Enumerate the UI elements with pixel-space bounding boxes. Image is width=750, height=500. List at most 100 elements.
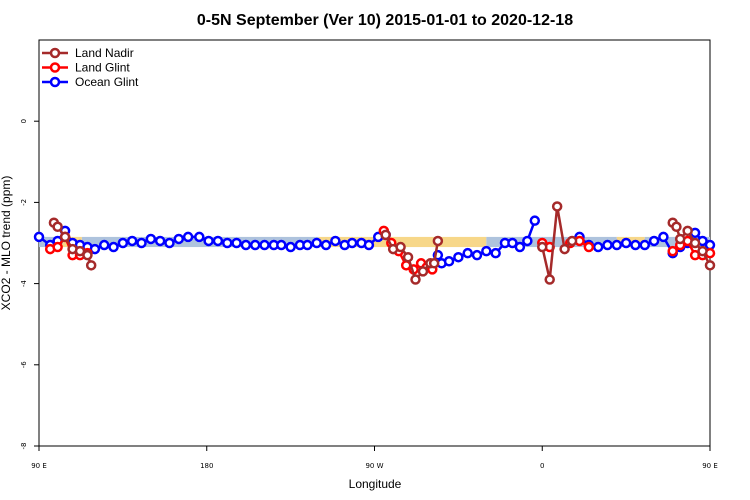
y-axis: 0 -2 -4 -6 -8 [20, 119, 39, 450]
data-point [52, 241, 63, 253]
data-point [630, 239, 641, 251]
series-layer [33, 201, 716, 285]
data-point [507, 237, 518, 249]
data-point [667, 245, 678, 257]
data-point [462, 247, 473, 259]
data-point [136, 237, 147, 249]
data-point [52, 221, 63, 233]
x-tick-label: 90 E [31, 462, 47, 470]
data-point [566, 235, 578, 247]
data-point [648, 235, 660, 247]
data-point [697, 245, 708, 257]
data-point [537, 241, 548, 253]
data-point [85, 260, 97, 271]
y-tick-label: -6 [20, 361, 28, 369]
data-point [443, 256, 455, 267]
legend-item: Land Glint [42, 61, 130, 75]
data-point [231, 237, 242, 249]
value-band [318, 236, 487, 248]
data-point [74, 245, 86, 257]
data-point [658, 231, 669, 243]
x-axis: 90 E 180 90 W 0 90 E [31, 446, 718, 470]
legend-swatch-marker [49, 47, 61, 59]
data-point [639, 239, 651, 251]
data-point [259, 239, 270, 251]
data-point [471, 249, 483, 261]
data-point [544, 274, 555, 285]
y-tick-label: -4 [20, 280, 28, 288]
data-point [583, 241, 595, 253]
series-land-glint [44, 225, 716, 275]
x-tick-label: 180 [200, 462, 213, 470]
data-point [620, 237, 632, 249]
data-point [126, 235, 138, 247]
data-point [428, 258, 440, 269]
data-point [346, 237, 358, 249]
legend-swatch-marker [49, 76, 61, 88]
data-point [249, 239, 261, 251]
data-point [222, 237, 233, 249]
data-point [363, 239, 375, 251]
data-point [212, 235, 224, 247]
data-point [33, 231, 45, 243]
data-point [108, 241, 119, 253]
data-point [311, 237, 322, 249]
data-point [117, 237, 129, 249]
data-point [417, 266, 429, 277]
data-point [514, 241, 526, 253]
data-point [194, 231, 205, 243]
data-point [674, 233, 686, 245]
legend-label: Ocean Glint [75, 75, 139, 89]
data-point [682, 225, 693, 237]
data-point [671, 221, 682, 233]
data-point [59, 231, 71, 243]
data-point [402, 251, 414, 263]
data-point [380, 229, 391, 241]
data-point [145, 233, 157, 245]
data-point [98, 239, 110, 251]
data-point [410, 274, 421, 285]
legend-item: Land Nadir [42, 46, 134, 60]
y-tick-label: -8 [20, 443, 28, 450]
data-point [592, 241, 604, 253]
data-point [203, 235, 214, 247]
data-point [276, 239, 287, 251]
data-point [453, 251, 464, 263]
legend-label: Land Nadir [75, 46, 134, 60]
data-point [154, 235, 166, 247]
data-point [164, 237, 175, 249]
data-point [302, 239, 313, 251]
data-point [432, 235, 444, 247]
data-point [330, 235, 341, 247]
legend-item: Ocean Glint [42, 75, 139, 89]
chart-title: 0-5N September (Ver 10) 2015-01-01 to 20… [197, 12, 573, 29]
series-land-nadir [48, 201, 716, 285]
data-point [481, 245, 492, 257]
data-point [551, 201, 563, 212]
y-tick-label: -2 [20, 199, 28, 206]
data-point [395, 241, 406, 253]
data-point [490, 247, 501, 259]
data-point [559, 243, 570, 255]
data-point [240, 239, 252, 251]
y-tick-label: 0 [20, 119, 28, 123]
data-point [704, 260, 716, 271]
x-tick-label: 90 W [365, 462, 383, 470]
data-point [285, 241, 296, 253]
y-axis-label: XCO2 - MLO trend (ppm) [0, 176, 13, 311]
data-point [320, 239, 332, 251]
data-point [689, 237, 701, 249]
data-point [173, 233, 185, 245]
data-point [529, 215, 541, 226]
data-point [704, 239, 716, 251]
data-point [82, 249, 93, 261]
data-point [522, 235, 533, 247]
x-tick-label: 0 [540, 462, 544, 470]
legend-label: Land Glint [75, 61, 130, 75]
data-point [611, 239, 623, 251]
x-axis-label: Longitude [349, 477, 402, 491]
legend-swatch-marker [49, 62, 61, 73]
data-point [89, 243, 101, 255]
x-tick-label: 90 E [702, 462, 718, 470]
